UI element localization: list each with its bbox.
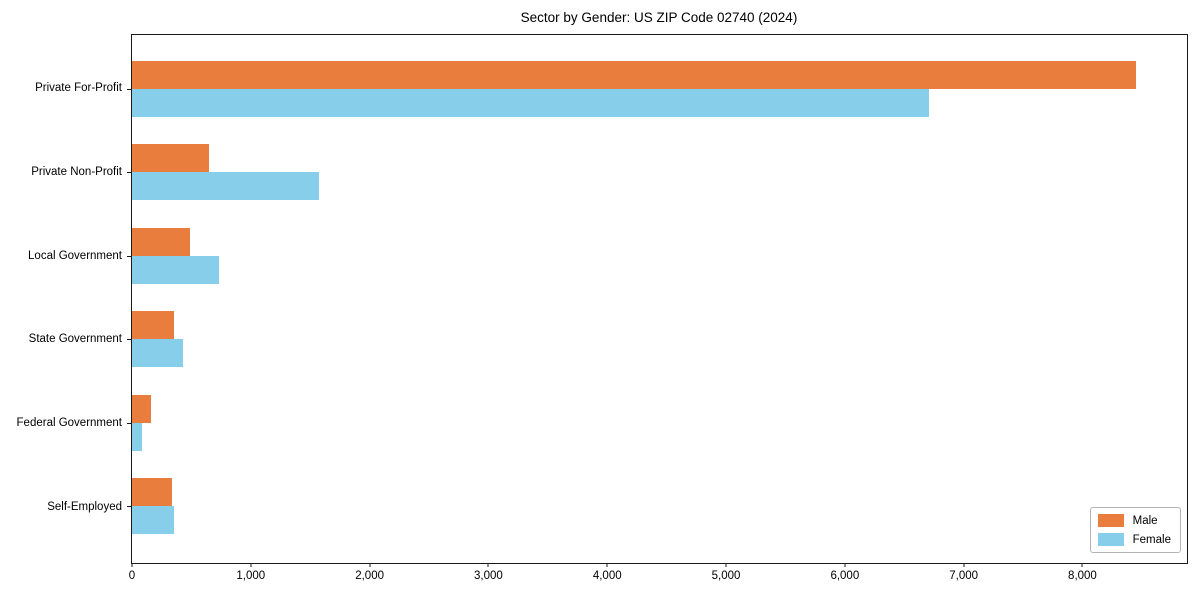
bar-female-private-non-profit: [132, 172, 319, 201]
bar-group-private-for-profit: [132, 60, 1187, 117]
x-tick-label-5-000: 5,000: [711, 570, 741, 582]
x-tick-mark: [487, 563, 489, 567]
bar-group-self-employed: [132, 477, 1187, 534]
x-tick-mark: [606, 563, 608, 567]
y-axis-labels: Private For-Profit Private Non-Profit Loca…: [0, 34, 122, 564]
legend-label-male: Male: [1132, 514, 1158, 527]
x-tick-mark: [725, 563, 727, 567]
chart-title: Sector by Gender: US ZIP Code 02740 (202…: [520, 10, 798, 25]
bar-male-private-non-profit: [132, 144, 210, 173]
bar-female-self-employed: [132, 505, 175, 534]
y-axis-label-self-employed: Self-Employed: [47, 500, 122, 513]
y-axis-label-private-non-profit: Private Non-Profit: [31, 165, 122, 178]
legend: Male Female: [1089, 507, 1181, 553]
bar-group-private-non-profit: [132, 144, 1187, 201]
y-tick-mark: [127, 255, 131, 257]
x-tick-label-2-000: 2,000: [355, 570, 384, 582]
legend-entry-male: Male: [1097, 514, 1171, 527]
x-tick-label-6-000: 6,000: [830, 570, 860, 582]
x-tick-label-0: 0: [128, 570, 136, 582]
y-axis-label-state-government: State Government: [28, 333, 122, 346]
bar-male-federal-government: [132, 394, 151, 423]
x-tick-mark: [844, 563, 846, 567]
legend-swatch-male: [1097, 514, 1124, 527]
x-tick-label-7-000: 7,000: [949, 570, 979, 582]
y-tick-mark: [127, 172, 131, 174]
bar-male-local-government: [132, 227, 191, 256]
bar-female-local-government: [132, 255, 219, 284]
bar-male-private-for-profit: [132, 60, 1136, 89]
x-tick-mark: [131, 563, 133, 567]
x-tick-label-4-000: 4,000: [592, 570, 622, 582]
y-axis-label-local-government: Local Government: [28, 249, 122, 262]
y-axis-label-private-for-profit: Private For-Profit: [35, 82, 122, 95]
bar-group-federal-government: [132, 394, 1187, 451]
y-tick-mark: [127, 422, 131, 424]
legend-entry-female: Female: [1097, 533, 1171, 546]
bar-female-federal-government: [132, 422, 143, 451]
x-tick-mark: [1081, 563, 1083, 567]
x-tick-mark: [963, 563, 965, 567]
x-tick-label-1-000: 1,000: [236, 570, 266, 582]
x-tick-label-8-000: 8,000: [1068, 570, 1097, 582]
x-tick-mark: [369, 563, 371, 567]
bar-male-state-government: [132, 311, 174, 340]
bar-male-self-employed: [132, 477, 172, 506]
bar-group-state-government: [132, 311, 1187, 368]
y-tick-mark: [127, 88, 131, 90]
bar-female-state-government: [132, 339, 184, 368]
y-tick-mark: [127, 505, 131, 507]
plot-area: 0 1,000 2,000 3,000 4,000 5,000 6,000 7,000 8,00…: [127, 34, 1188, 582]
bar-female-private-for-profit: [132, 88, 930, 117]
legend-label-female: Female: [1132, 533, 1171, 546]
y-axis-label-federal-government: Federal Government: [16, 417, 122, 430]
x-tick-mark: [250, 563, 252, 567]
bar-group-local-government: [132, 227, 1187, 284]
x-tick-label-3-000: 3,000: [474, 570, 503, 582]
legend-swatch-female: [1097, 533, 1124, 546]
y-tick-mark: [127, 339, 131, 341]
